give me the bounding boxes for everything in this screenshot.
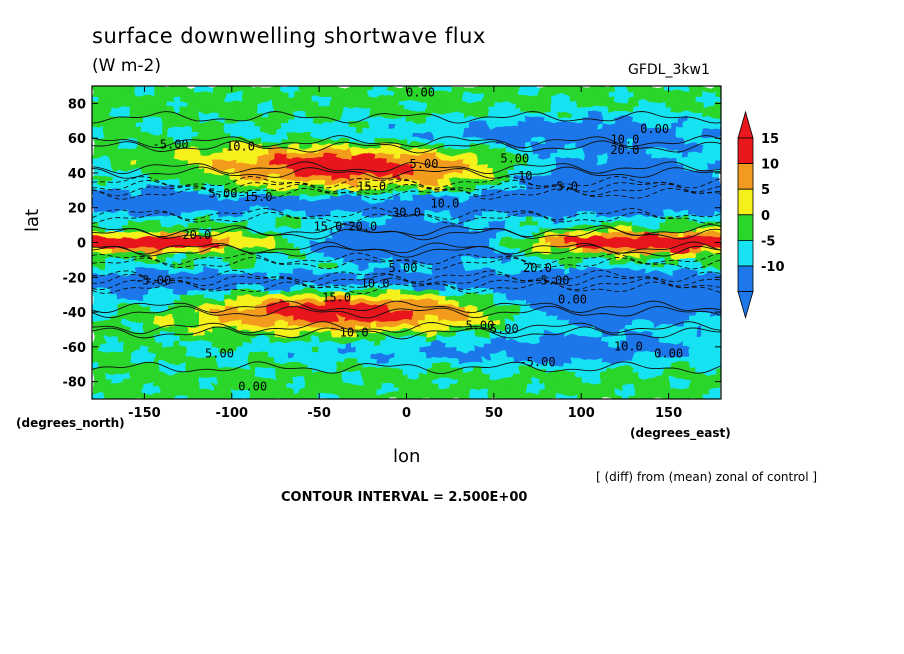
contour-label: 10.0: [614, 339, 643, 353]
x-tick-label: -150: [128, 406, 161, 421]
contour-lines: [92, 111, 721, 375]
contour-label: 5.00: [500, 152, 529, 166]
contour-label: 5.00: [410, 157, 439, 171]
y-tick-label: 60: [68, 132, 86, 147]
contour-label: -5.00: [135, 273, 171, 287]
contour-label: 0.00: [558, 292, 587, 306]
diff-note: [ (diff) from (mean) zonal of control ]: [596, 470, 818, 484]
flux-field: [92, 86, 721, 399]
contour-label: 15.0: [313, 219, 342, 233]
y-ticks: 80 60 40 20 0 -20 -40 -60 -80: [63, 97, 721, 391]
contour-label: 5.00: [465, 319, 494, 333]
model-label: GFDL_3kw1: [628, 62, 710, 78]
x-tick-label: -50: [307, 406, 331, 421]
y-tick-label: -60: [63, 341, 87, 356]
contour-label: 30.0: [392, 205, 421, 219]
colorbar: 15 10 5 0 -5 -10: [737, 110, 785, 320]
contour-label: 5.00: [541, 273, 570, 287]
colorbar-swatch: [737, 163, 754, 190]
colorbar-label: 5: [761, 183, 770, 198]
contour-label: 20.0: [523, 261, 552, 275]
colorbar-bottom-arrow: [737, 291, 754, 320]
contour-label: -5.00: [153, 138, 189, 152]
colorbar-label: -5: [761, 234, 775, 249]
contour-label: 20.0: [348, 219, 377, 233]
y-tick-label: -40: [63, 306, 87, 321]
y-tick-label: 0: [77, 237, 86, 252]
y-tick-label: 80: [68, 97, 86, 112]
contour-label: 15.0: [244, 190, 273, 204]
contour-label: 5.00: [389, 261, 418, 275]
contour-label: 10.0: [610, 132, 639, 146]
contour-label: 20.0: [182, 228, 211, 242]
y-tick-label: -80: [63, 376, 87, 391]
contour-label: 5.00: [205, 346, 234, 360]
x-tick-label: 0: [402, 406, 411, 421]
x-tick-label: 150: [655, 406, 682, 421]
contour-label: 15.0: [357, 179, 386, 193]
contour-interval: CONTOUR INTERVAL = 2.500E+00: [281, 490, 528, 505]
contour-label: 10.0: [430, 197, 459, 211]
colorbar-swatch: [737, 188, 754, 216]
colorbar-top-arrow: [737, 110, 754, 139]
colorbar-swatch: [737, 137, 754, 165]
x-axis-units: (degrees_east): [630, 426, 731, 440]
colorbar-swatch: [737, 214, 754, 241]
colorbar-swatch: [737, 239, 754, 267]
contour-label: 20.0: [610, 143, 639, 157]
contour-label: 10.0: [361, 277, 390, 291]
contour-label: 0.00: [406, 86, 435, 100]
x-axis-label: lon: [393, 446, 421, 467]
colorbar-label: 0: [761, 209, 770, 224]
contour-label: 10.0: [340, 325, 369, 339]
contour-label: 10.0: [226, 139, 255, 153]
contour-label: 0.00: [640, 122, 669, 136]
y-tick-label: 40: [68, 167, 86, 182]
y-axis-units: (degrees_north): [16, 416, 125, 430]
chart-title: surface downwelling shortwave flux: [92, 24, 486, 48]
x-tick-label: 100: [568, 406, 595, 421]
contour-label: 0.00: [238, 379, 267, 393]
y-tick-label: 20: [68, 202, 86, 217]
contour-label: 10: [518, 169, 532, 183]
contour-label: 5.00: [490, 322, 519, 336]
contour-label: 15.0: [322, 291, 351, 305]
colorbar-label: 10: [761, 158, 779, 173]
contour-label: -5.00: [519, 355, 555, 369]
x-tick-label: -100: [216, 406, 249, 421]
contour-label: 5.0: [556, 179, 578, 193]
colorbar-label: -10: [761, 260, 785, 275]
x-tick-label: 50: [485, 406, 503, 421]
y-tick-label: -20: [63, 271, 87, 286]
contour-label: 5.00: [209, 186, 238, 200]
colorbar-label: 15: [761, 132, 779, 147]
colorbar-swatch: [737, 265, 754, 293]
contour-label: 0.00: [654, 346, 683, 360]
chart-units: (W m-2): [92, 56, 161, 76]
x-ticks: -150 -100 -50 0 50 100 150: [128, 86, 682, 421]
